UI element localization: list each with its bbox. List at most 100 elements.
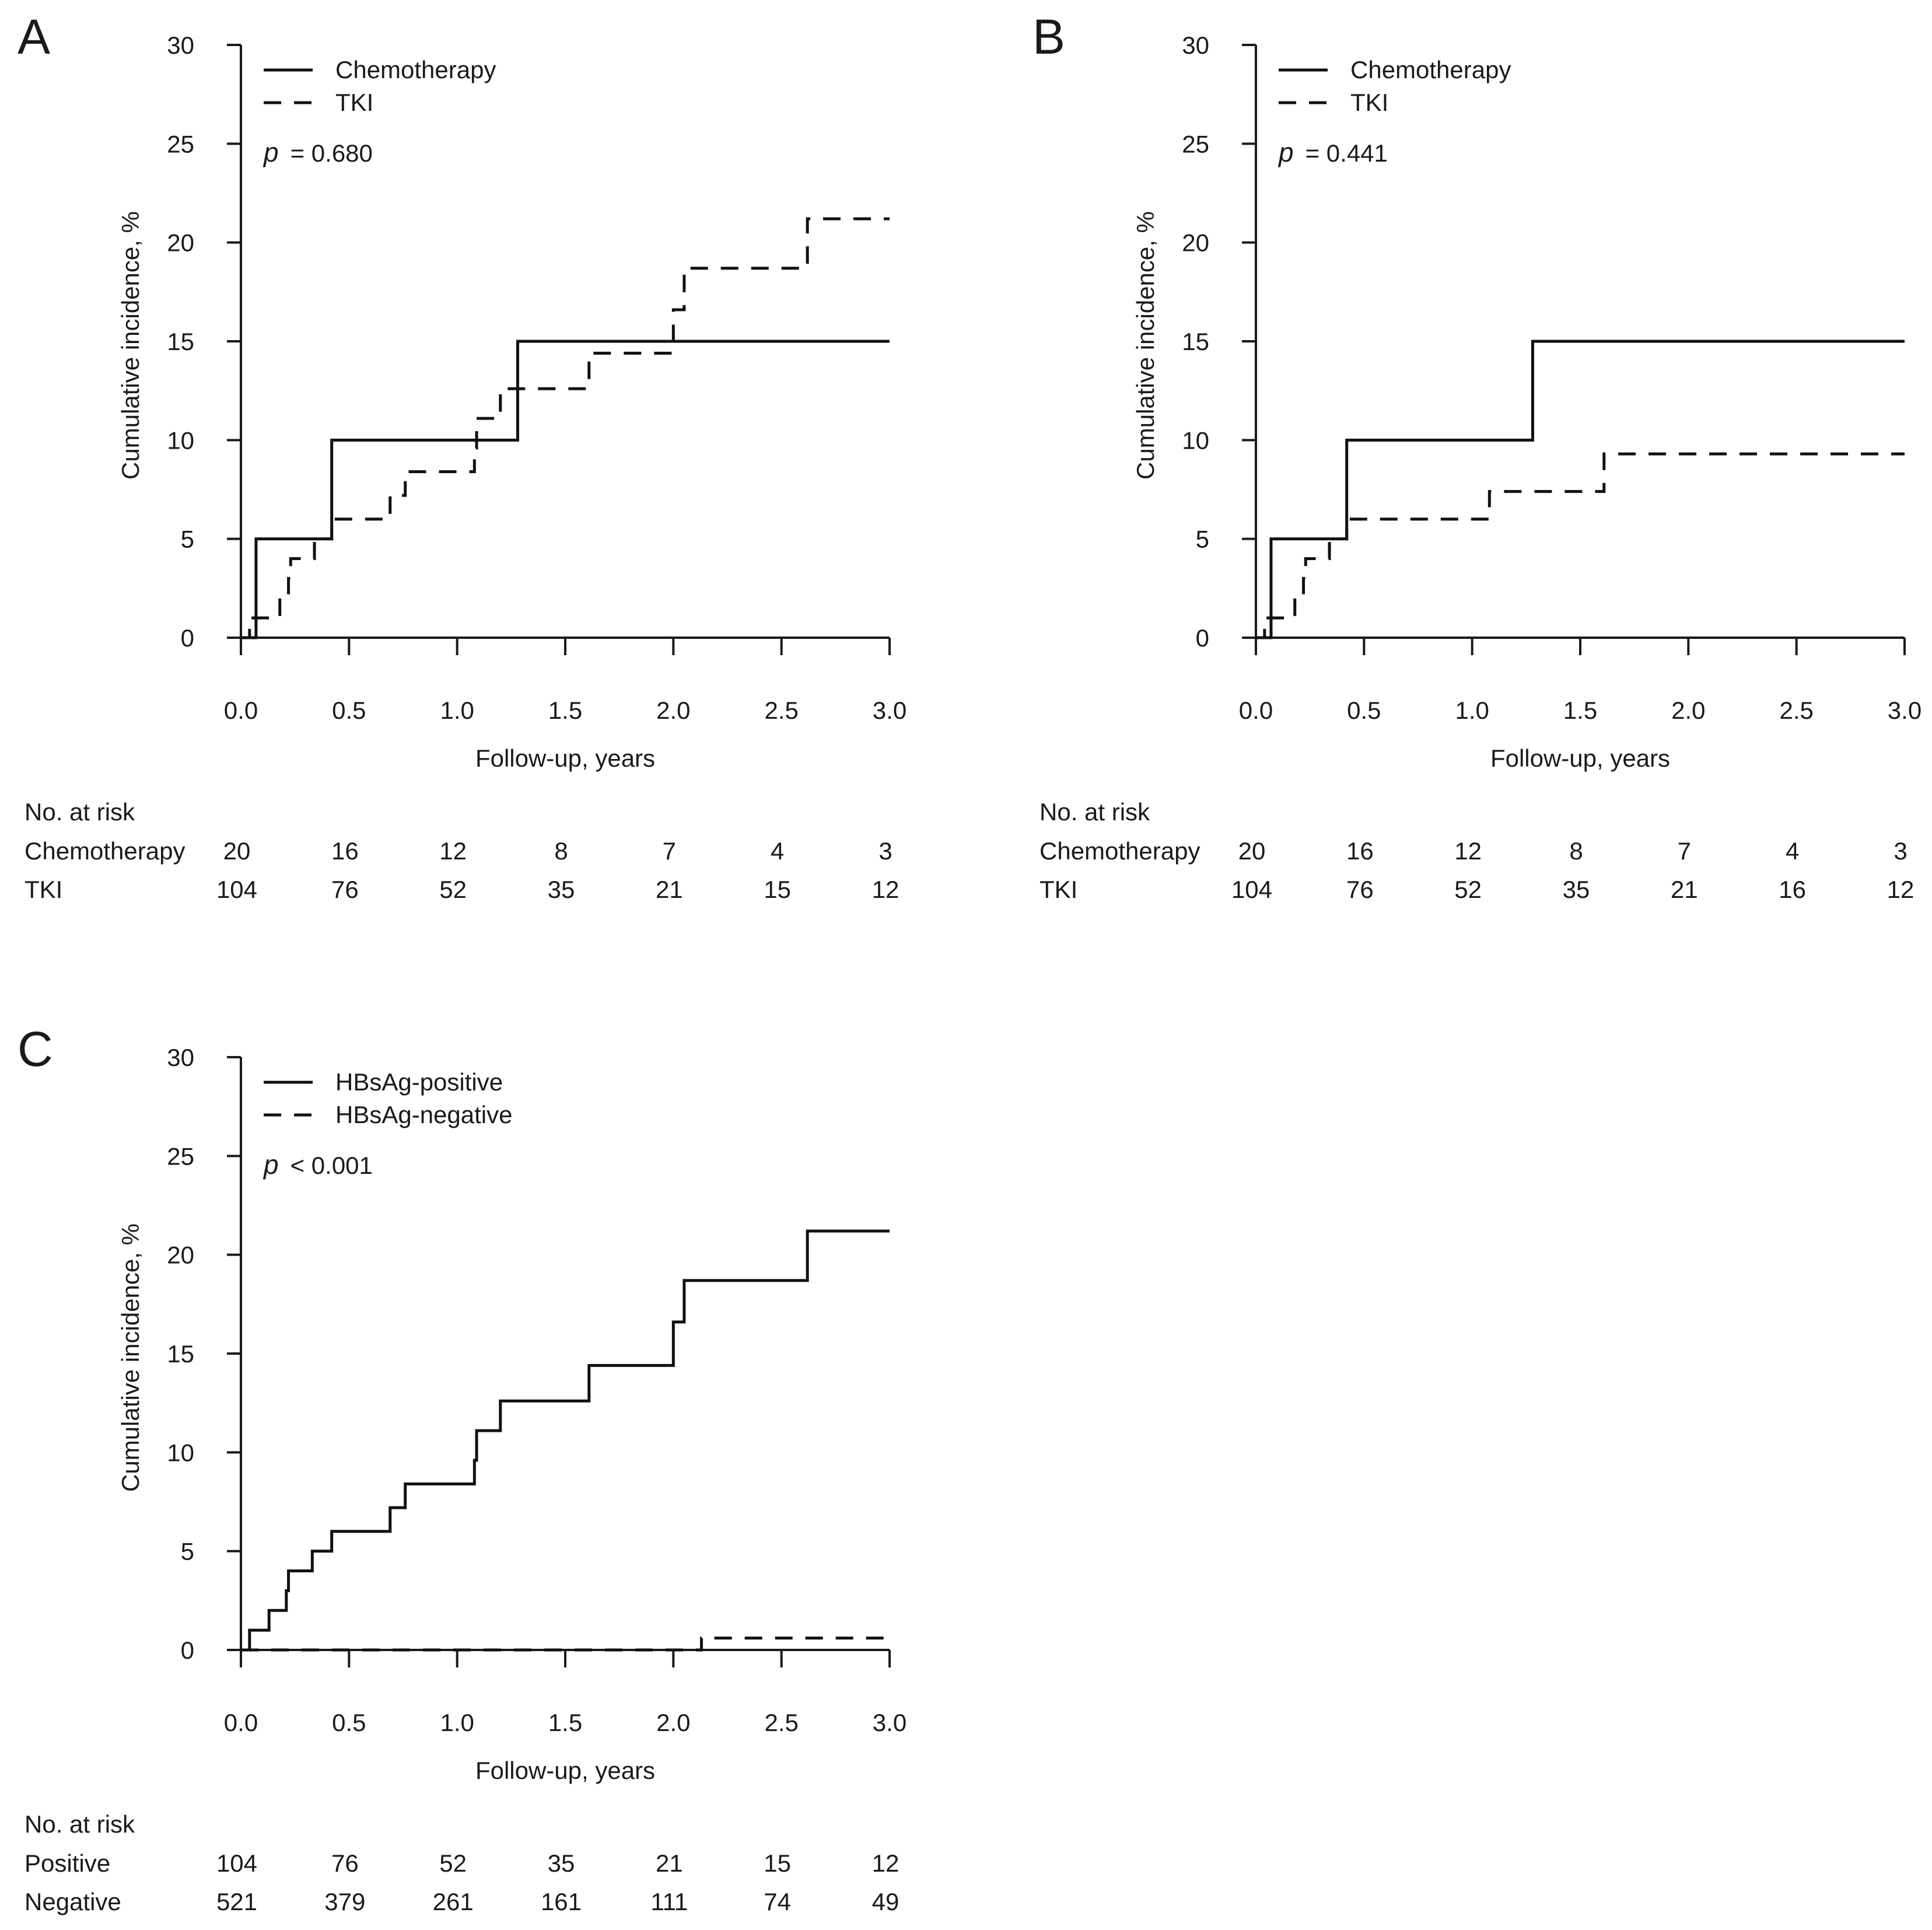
risk-count: 35: [548, 876, 575, 903]
p-value: p = 0.680: [262, 137, 373, 167]
legend-label: HBsAg-negative: [335, 1101, 513, 1128]
risk-count: 3: [878, 837, 892, 865]
y-axis-label: Cumulative incidence, %: [117, 1223, 144, 1492]
risk-count: 379: [324, 1888, 365, 1915]
risk-count: 21: [656, 876, 683, 903]
y-tick-label: 15: [1182, 328, 1209, 355]
x-tick-label: 1.0: [1455, 697, 1489, 724]
x-tick-label: 0.0: [224, 697, 258, 724]
risk-count: 15: [764, 1849, 791, 1877]
x-tick-label: 2.0: [1671, 697, 1705, 724]
p-value: p < 0.001: [262, 1149, 373, 1180]
y-tick-label: 5: [181, 1538, 194, 1565]
p-value-text: = 0.680: [290, 139, 373, 167]
panel-letter: A: [18, 9, 50, 64]
risk-table-title: No. at risk: [24, 1810, 135, 1838]
x-tick-label: 1.0: [440, 697, 474, 724]
x-tick-label: 1.5: [1563, 697, 1597, 724]
y-tick-label: 20: [167, 229, 194, 257]
risk-count: 7: [663, 837, 676, 865]
x-tick-label: 2.0: [656, 697, 690, 724]
y-tick-label: 30: [167, 1044, 194, 1071]
risk-count: 35: [548, 1849, 575, 1877]
risk-count: 52: [1454, 876, 1482, 903]
series-line-1: [241, 217, 890, 639]
y-tick-label: 20: [1182, 229, 1209, 257]
risk-count: 76: [1346, 876, 1374, 903]
series-line-0: [1256, 340, 1905, 639]
x-tick-label: 2.5: [764, 697, 798, 724]
x-axis-label: Follow-up, years: [475, 744, 655, 772]
p-symbol: p: [1278, 137, 1294, 167]
y-tick-label: 5: [181, 526, 194, 553]
series-line-0: [241, 340, 890, 639]
y-tick-label: 20: [167, 1242, 194, 1269]
risk-count: 16: [331, 837, 359, 865]
risk-table-title: No. at risk: [24, 798, 135, 826]
legend-label: TKI: [335, 89, 373, 116]
y-tick-label: 15: [167, 328, 194, 355]
risk-count: 4: [771, 837, 784, 865]
p-symbol: p: [262, 1149, 279, 1180]
risk-count: 21: [1671, 876, 1698, 903]
y-tick-label: 10: [167, 1439, 194, 1466]
risk-row-label: TKI: [1040, 876, 1077, 903]
risk-count: 12: [1454, 837, 1482, 865]
x-tick-label: 0.0: [224, 1709, 258, 1736]
panel-c: C 0 5 10 15 20 25 30 0.0 0.5 1.0 1.5 2.0 2.5 3.0 Follow…: [18, 1022, 907, 1915]
x-axis-label: Follow-up, years: [1490, 744, 1670, 772]
risk-count: 76: [331, 876, 359, 903]
x-tick-label: 2.5: [764, 1709, 798, 1736]
risk-count: 52: [439, 876, 467, 903]
risk-row-label: TKI: [24, 876, 62, 903]
x-tick-label: 0.0: [1239, 697, 1273, 724]
p-value-text: = 0.441: [1306, 139, 1388, 167]
x-tick-label: 1.5: [548, 1709, 582, 1736]
series-line-0: [241, 1229, 890, 1652]
risk-count: 3: [1894, 837, 1907, 865]
p-value: p = 0.441: [1278, 137, 1388, 167]
x-tick-label: 0.5: [1347, 697, 1381, 724]
risk-count: 21: [656, 1849, 683, 1877]
p-value-text: < 0.001: [290, 1152, 373, 1179]
risk-count: 49: [872, 1888, 900, 1915]
legend-label: HBsAg-positive: [335, 1068, 503, 1096]
risk-count: 12: [1887, 876, 1915, 903]
y-tick-label: 0: [181, 624, 194, 652]
x-tick-label: 3.0: [1888, 697, 1922, 724]
risk-count: 161: [541, 1888, 582, 1915]
risk-count: 52: [439, 1849, 467, 1877]
risk-count: 35: [1563, 876, 1590, 903]
risk-count: 20: [223, 837, 251, 865]
risk-count: 521: [216, 1888, 257, 1915]
legend-label: Chemotherapy: [335, 56, 496, 83]
risk-table-title: No. at risk: [1040, 798, 1150, 826]
y-tick-label: 25: [1182, 130, 1209, 158]
panel-b: B 0 5 10 15 20 25 30 0.0 0.5 1.0 1.5 2.0 2.5 3.0 Follow…: [1032, 9, 1922, 903]
risk-count: 76: [331, 1849, 359, 1877]
x-tick-label: 2.5: [1779, 697, 1813, 724]
p-symbol: p: [262, 137, 279, 167]
risk-count: 16: [1346, 837, 1374, 865]
x-axis-label: Follow-up, years: [475, 1757, 655, 1784]
legend-label: Chemotherapy: [1350, 56, 1511, 83]
risk-count: 16: [1779, 876, 1806, 903]
panel-letter: B: [1032, 9, 1065, 64]
y-tick-label: 10: [1182, 426, 1209, 454]
risk-count: 104: [1231, 876, 1272, 903]
risk-count: 7: [1678, 837, 1691, 865]
risk-count: 8: [1569, 837, 1583, 865]
y-tick-label: 15: [167, 1340, 194, 1368]
risk-count: 12: [439, 837, 467, 865]
y-tick-label: 5: [1196, 526, 1209, 553]
risk-row-label: Negative: [24, 1888, 121, 1915]
series-line-1: [1256, 452, 1905, 639]
risk-count: 20: [1238, 837, 1266, 865]
y-tick-label: 0: [181, 1637, 194, 1664]
risk-count: 261: [433, 1888, 474, 1915]
y-tick-label: 30: [1182, 32, 1209, 59]
risk-count: 104: [216, 1849, 257, 1877]
risk-count: 15: [764, 876, 791, 903]
x-tick-label: 0.5: [332, 1709, 366, 1736]
